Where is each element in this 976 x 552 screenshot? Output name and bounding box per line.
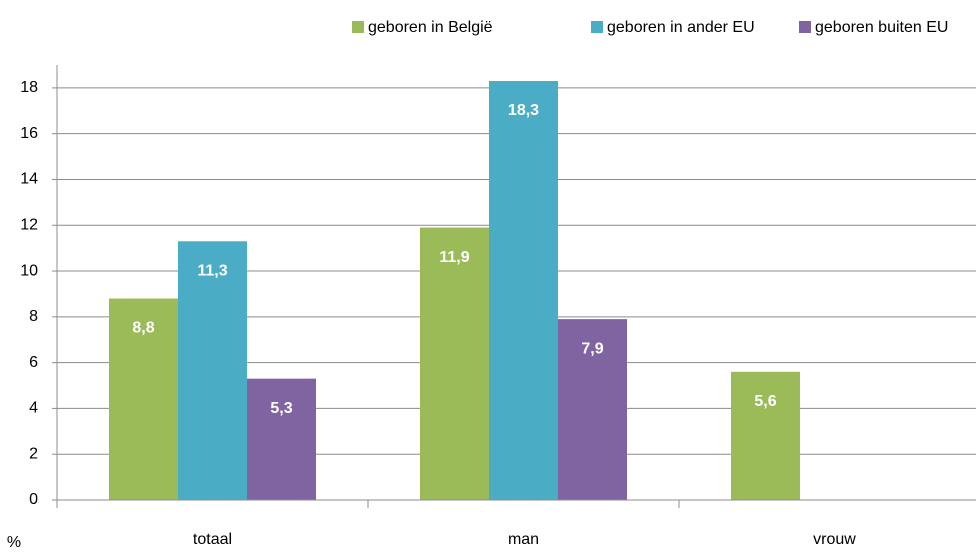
legend-label: geboren buiten EU (815, 19, 948, 36)
value-label: 18,3 (508, 102, 539, 119)
legend-swatch (591, 21, 603, 33)
y-tick-label: 18 (20, 79, 38, 96)
legend-swatch (352, 21, 364, 33)
y-tick-label: 4 (29, 400, 38, 417)
bar (178, 241, 247, 500)
value-label: 7,9 (581, 340, 603, 357)
bar (247, 378, 316, 500)
y-tick-label: 14 (20, 171, 38, 188)
y-tick-label: 0 (29, 491, 38, 508)
y-tick-label: 12 (20, 216, 38, 233)
value-label: 11,9 (439, 249, 469, 266)
legend-label: geboren in België (368, 19, 493, 36)
bar (109, 298, 178, 500)
value-label: 5,3 (270, 400, 292, 417)
x-tick-label: vrouw (813, 531, 856, 548)
value-label: 5,6 (754, 393, 776, 410)
bar (489, 81, 558, 501)
legend-label: geboren in ander EU (607, 19, 755, 36)
x-tick-label: man (508, 531, 539, 548)
y-tick-label: 6 (29, 354, 38, 371)
y-tick-label: 2 (29, 445, 38, 462)
bar (420, 227, 489, 501)
x-tick-label: totaal (193, 531, 232, 548)
bar (558, 319, 627, 500)
value-label: 11,3 (197, 263, 227, 280)
legend-swatch (799, 21, 811, 33)
y-axis-label: % (7, 534, 21, 551)
y-tick-label: 10 (20, 262, 38, 279)
y-tick-label: 8 (29, 308, 38, 325)
value-label: 8,8 (132, 320, 154, 337)
y-tick-label: 16 (20, 125, 38, 142)
bar (731, 371, 800, 500)
